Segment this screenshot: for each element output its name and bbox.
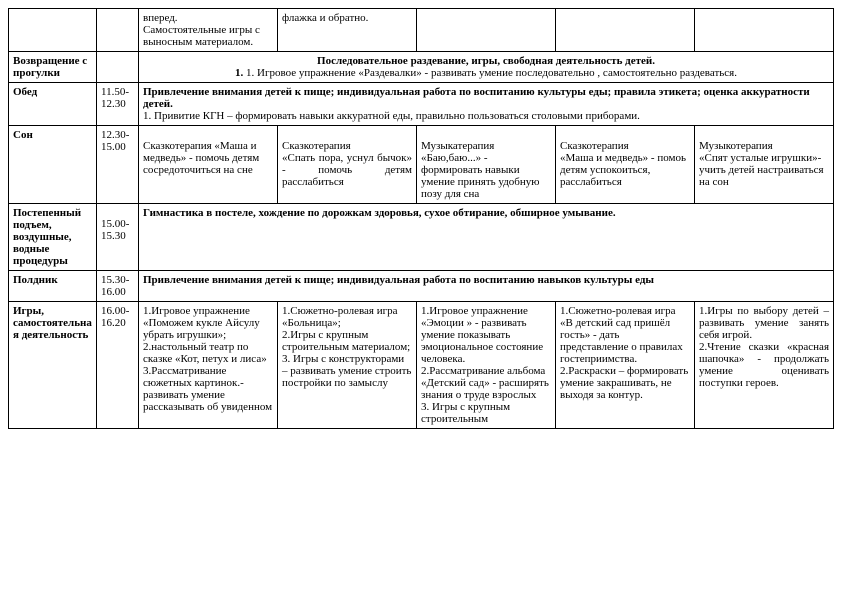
cell-merged: Последовательное раздевание, игры, свобо… <box>139 52 834 83</box>
cell-merged: Привлечение внимания детей к пище; индив… <box>139 271 834 302</box>
cell-merged: Привлечение внимания детей к пище; индив… <box>139 83 834 126</box>
row-time: 15.00- 15.30 <box>97 204 139 271</box>
table-row: Полдник 15.30- 16.00 Привлечение внимани… <box>9 271 834 302</box>
row-label: Игры, самостоятельная деятельность <box>9 302 97 429</box>
row-time: 12.30- 15.00 <box>97 126 139 204</box>
cell <box>695 9 834 52</box>
cell: флажка и обратно. <box>278 9 417 52</box>
row-label: Возвращение с прогулки <box>9 52 97 83</box>
cell <box>417 9 556 52</box>
cell: Сказкотерапия«Спать пора, уснул бычок» -… <box>278 126 417 204</box>
table-row: Возвращение с прогулки Последовательное … <box>9 52 834 83</box>
schedule-table: вперед.Самостоятельные игры с выносным м… <box>8 8 834 429</box>
merged-heading: Гимнастика в постеле, хождение по дорожк… <box>143 207 616 219</box>
cell: 1.Сюжетно-ролевая игра «Больница»;2.Игры… <box>278 302 417 429</box>
row-time <box>97 9 139 52</box>
merged-heading: Последовательное раздевание, игры, свобо… <box>143 55 829 67</box>
cell: Сказкотерапия «Маша и медведь» - помочь … <box>139 126 278 204</box>
table-row: Постепенный подъем, воздушные, водные пр… <box>9 204 834 271</box>
merged-text: 1. 1. Игровое упражнение «Раздевалки» - … <box>143 67 829 79</box>
cell: Музыкатерапия «Баю,баю...» - формировать… <box>417 126 556 204</box>
merged-heading: Привлечение внимания детей к пище; индив… <box>143 274 654 286</box>
table-row: Игры, самостоятельная деятельность 16.00… <box>9 302 834 429</box>
table-row: вперед.Самостоятельные игры с выносным м… <box>9 9 834 52</box>
row-label <box>9 9 97 52</box>
cell: 1.Игровое упражнение «Эмоции » - развива… <box>417 302 556 429</box>
table-row: Обед 11.50- 12.30 Привлечение внимания д… <box>9 83 834 126</box>
cell: 1.Сюжетно-ролевая игра «В детский сад пр… <box>556 302 695 429</box>
row-time: 16.00- 16.20 <box>97 302 139 429</box>
merged-heading: Привлечение внимания детей к пище; индив… <box>143 86 810 110</box>
cell: Музыкотерапия«Спят усталые игрушки»- учи… <box>695 126 834 204</box>
cell: Сказкотерапия «Маша и медведь» - помоь д… <box>556 126 695 204</box>
cell: 1.Игры по выбору детей – развивать умени… <box>695 302 834 429</box>
table-row: Сон 12.30- 15.00 Сказкотерапия «Маша и м… <box>9 126 834 204</box>
cell: вперед.Самостоятельные игры с выносным м… <box>139 9 278 52</box>
cell <box>556 9 695 52</box>
row-label: Полдник <box>9 271 97 302</box>
row-time: 11.50- 12.30 <box>97 83 139 126</box>
row-time <box>97 52 139 83</box>
row-time: 15.30- 16.00 <box>97 271 139 302</box>
cell-merged: Гимнастика в постеле, хождение по дорожк… <box>139 204 834 271</box>
row-label: Сон <box>9 126 97 204</box>
row-label: Постепенный подъем, воздушные, водные пр… <box>9 204 97 271</box>
cell: 1.Игровое упражнение «Поможем кукле Айсу… <box>139 302 278 429</box>
merged-text: 1. Привитие КГН – формировать навыки акк… <box>143 110 640 122</box>
row-label: Обед <box>9 83 97 126</box>
